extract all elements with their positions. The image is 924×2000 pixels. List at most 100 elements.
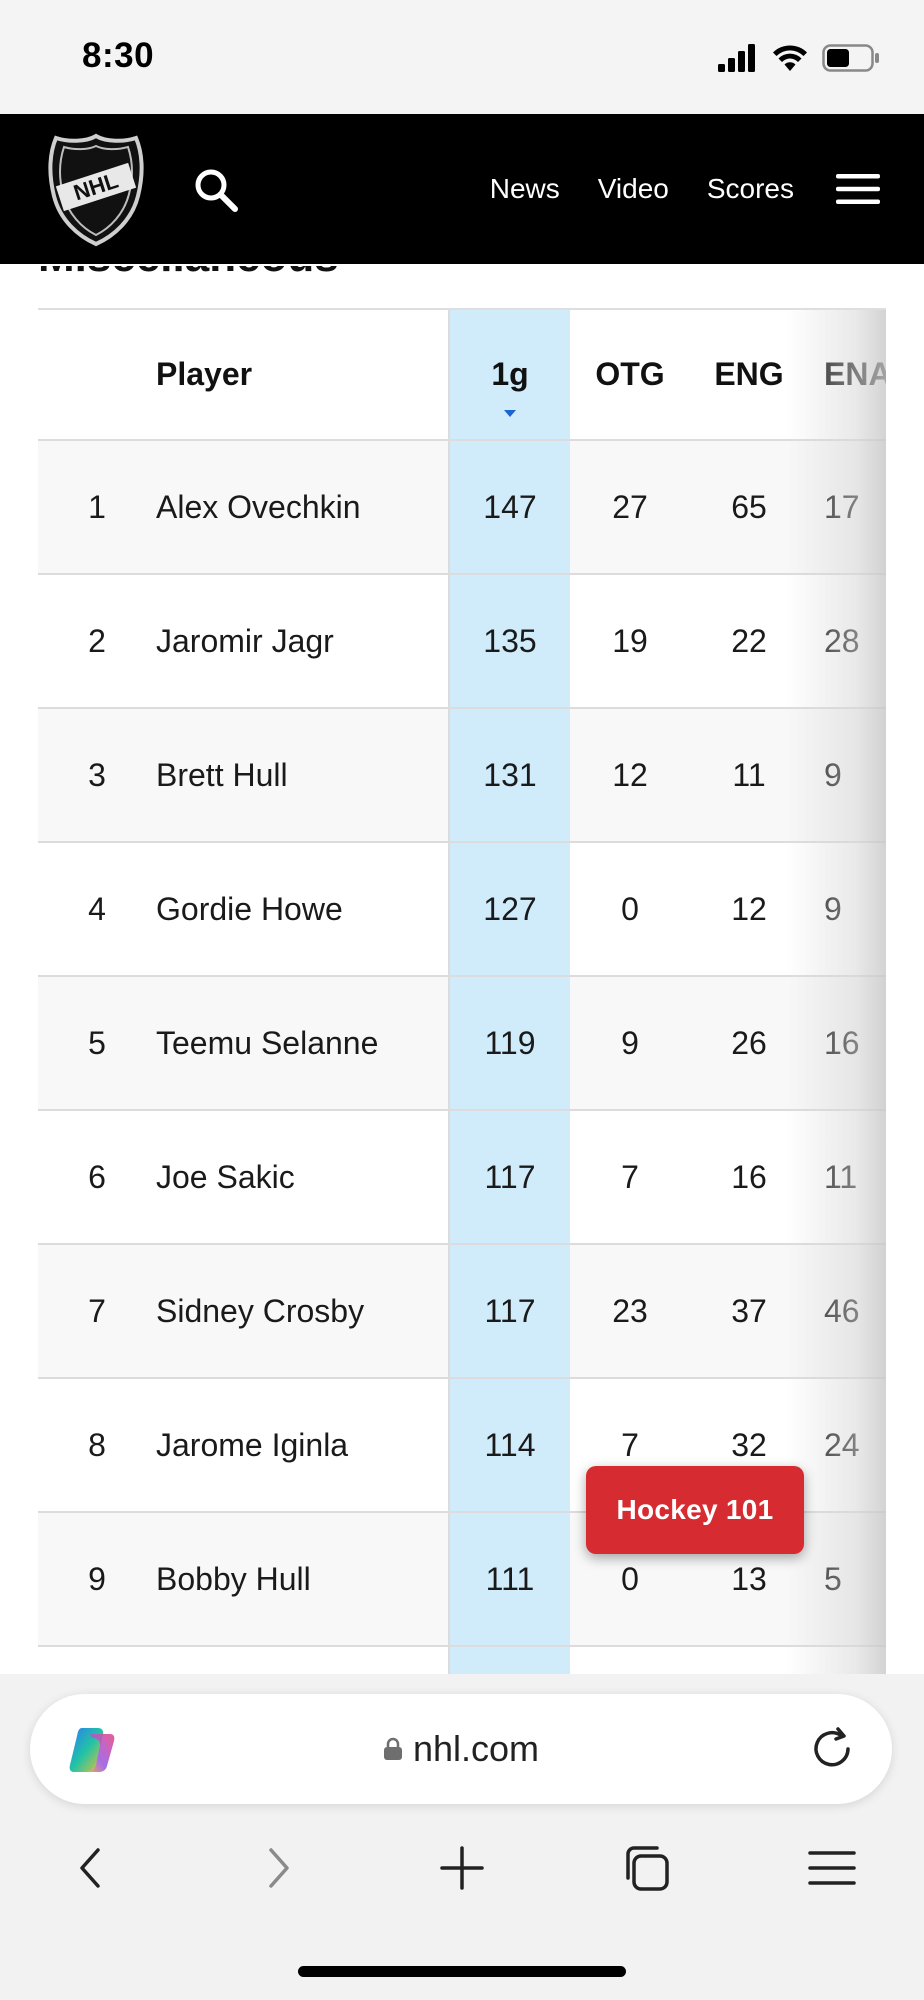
rank-cell: [38, 1647, 156, 1674]
chevron-left-icon: [80, 1848, 100, 1888]
column-header-ena[interactable]: ENA: [824, 356, 886, 392]
otg-cell: 0: [621, 1560, 639, 1597]
player-cell[interactable]: Joe Sakic: [156, 1111, 450, 1243]
tabs-button[interactable]: [618, 1840, 674, 1896]
table-row: 2 Jaromir Jagr 135 19 22 28: [38, 575, 886, 709]
eng-cell: 12: [731, 890, 767, 927]
column-header-otg[interactable]: OTG: [595, 356, 665, 392]
ena-cell: 16: [824, 1024, 860, 1061]
sort-descending-icon: [504, 410, 516, 417]
player-cell[interactable]: Jaromir Jagr: [156, 575, 450, 707]
otg-cell: 23: [612, 1292, 648, 1329]
ena-cell: 24: [824, 1426, 860, 1463]
ena-cell: 11: [824, 1158, 858, 1195]
table-row: 3 Brett Hull 131 12 11 9: [38, 709, 886, 843]
eng-cell: 16: [731, 1158, 767, 1195]
player-cell[interactable]: Jarome Iginla: [156, 1379, 450, 1511]
player-cell[interactable]: Gordie Howe: [156, 843, 450, 975]
otg-cell: 27: [612, 488, 648, 525]
player-cell[interactable]: Bobby Hull: [156, 1513, 450, 1645]
player-cell[interactable]: Sidney Crosby: [156, 1245, 450, 1377]
eng-cell: 13: [731, 1560, 767, 1597]
hockey-101-button[interactable]: Hockey 101: [586, 1466, 804, 1554]
rank-cell: 8: [88, 1426, 106, 1463]
rank-cell: 5: [88, 1024, 106, 1061]
home-indicator: [298, 1966, 626, 1977]
column-header-1g-label: 1g: [491, 356, 529, 392]
1g-cell: [450, 1647, 570, 1674]
address-bar[interactable]: nhl.com: [30, 1694, 892, 1804]
rank-cell: 1: [88, 488, 106, 525]
1g-cell: 127: [450, 843, 570, 975]
eng-cell: 26: [731, 1024, 767, 1061]
otg-cell: 19: [612, 622, 648, 659]
stats-table[interactable]: Player 1g OTG ENG ENA 1 Alex Ovechkin 14…: [38, 264, 886, 1674]
rank-cell: 9: [88, 1560, 106, 1597]
rank-cell: 4: [88, 890, 106, 927]
1g-cell: 135: [450, 575, 570, 707]
1g-cell: 111: [450, 1513, 570, 1645]
table-row: 5 Teemu Selanne 119 9 26 16: [38, 977, 886, 1111]
column-header-eng[interactable]: ENG: [714, 356, 784, 392]
reload-icon[interactable]: [808, 1725, 856, 1773]
ena-cell: 9: [824, 756, 842, 793]
ena-cell: [808, 1647, 886, 1674]
url-display[interactable]: nhl.com: [30, 1694, 892, 1804]
table-row: 4 Gordie Howe 127 0 12 9: [38, 843, 886, 977]
1g-cell: 131: [450, 709, 570, 841]
otg-cell: 12: [612, 756, 648, 793]
browser-toolbar: [0, 1822, 924, 1912]
search-icon[interactable]: [192, 166, 240, 214]
otg-cell: 7: [621, 1426, 639, 1463]
nhl-logo[interactable]: NHL: [44, 132, 148, 248]
back-button[interactable]: [63, 1840, 119, 1896]
nav-video[interactable]: Video: [597, 173, 669, 204]
hamburger-menu-icon: [808, 1851, 856, 1885]
new-tab-button[interactable]: [434, 1840, 490, 1896]
table-row: 1 Alex Ovechkin 147 27 65 17: [38, 441, 886, 575]
nav-scores[interactable]: Scores: [706, 173, 794, 204]
status-time: 8:30: [82, 36, 155, 75]
table-top-divider: [38, 308, 886, 310]
table-row-partial: [38, 1647, 886, 1674]
ena-cell: 9: [824, 890, 842, 927]
rank-cell: 7: [88, 1292, 106, 1329]
1g-cell: 117: [450, 1111, 570, 1243]
wifi-icon: [773, 45, 807, 71]
battery-icon: [822, 44, 879, 72]
forward-button[interactable]: [250, 1840, 306, 1896]
menu-button[interactable]: [804, 1840, 860, 1896]
column-header-1g[interactable]: 1g: [450, 310, 570, 439]
otg-cell: 9: [621, 1024, 639, 1061]
player-cell[interactable]: Teemu Selanne: [156, 977, 450, 1109]
ena-cell: 46: [824, 1292, 860, 1329]
player-cell[interactable]: Brett Hull: [156, 709, 450, 841]
eng-cell: 32: [731, 1426, 767, 1463]
nav-news[interactable]: News: [489, 173, 560, 204]
ena-cell: 17: [824, 488, 860, 525]
column-header-player[interactable]: Player: [156, 310, 450, 439]
player-cell[interactable]: Alex Ovechkin: [156, 441, 450, 573]
rank-cell: 6: [88, 1158, 106, 1195]
eng-cell: 22: [731, 622, 767, 659]
plus-icon: [440, 1846, 484, 1890]
lock-icon: [383, 1737, 402, 1760]
1g-cell: 117: [450, 1245, 570, 1377]
eng-cell: [690, 1647, 808, 1674]
ena-cell: 28: [824, 622, 860, 659]
header-nav: News Video Scores: [490, 114, 924, 264]
rank-cell: 2: [88, 622, 106, 659]
hamburger-menu-icon[interactable]: [836, 174, 880, 204]
player-cell: [156, 1647, 450, 1674]
chevron-right-icon: [269, 1848, 289, 1888]
url-text: nhl.com: [412, 1728, 540, 1769]
rank-cell: 3: [88, 756, 106, 793]
eng-cell: 37: [731, 1292, 767, 1329]
otg-cell: 0: [621, 890, 639, 927]
copilot-icon[interactable]: [66, 1724, 118, 1776]
1g-cell: 114: [450, 1379, 570, 1511]
eng-cell: 11: [732, 756, 766, 793]
site-header: NHL News Video Scores: [0, 114, 924, 264]
eng-cell: 65: [731, 488, 767, 525]
otg-cell: 7: [621, 1158, 639, 1195]
